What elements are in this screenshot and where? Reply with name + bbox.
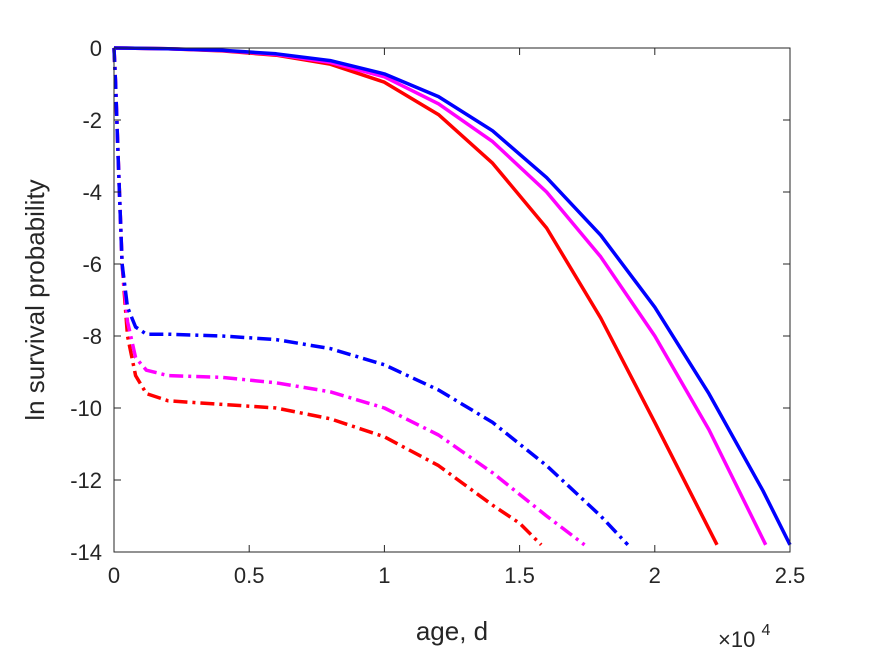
y-tick-label: -14 — [70, 540, 102, 565]
y-axis-title: ln survival probability — [20, 179, 50, 420]
y-tick-label: 0 — [90, 36, 102, 61]
x-tick-label: 1.5 — [504, 563, 535, 588]
y-tick-label: -12 — [70, 468, 102, 493]
y-tick-label: -10 — [70, 396, 102, 421]
series-layer — [112, 46, 792, 547]
x-axis-title: age, d — [416, 616, 488, 646]
series-line-6 — [112, 47, 630, 546]
x-tick-label: 0 — [108, 563, 120, 588]
tick-layer: 0 0.5 1 1.5 2 2.5 0 -2 -4 -6 -8 -10 -12 -14 — [70, 36, 805, 588]
y-tick-label: -6 — [82, 252, 102, 277]
x-exponent-power: 4 — [761, 622, 770, 639]
y-tick-label: -4 — [82, 180, 102, 205]
plot-area-box — [113, 47, 791, 553]
x-tick-label: 1 — [378, 563, 390, 588]
x-tick-label: 2 — [649, 563, 661, 588]
x-exponent-base: ×10 — [718, 627, 755, 652]
y-tick-label: -2 — [82, 108, 102, 133]
x-tick-label: 0.5 — [234, 563, 265, 588]
x-tick-label: 2.5 — [775, 563, 806, 588]
series-line-3 — [113, 46, 792, 546]
y-tick-label: -8 — [82, 324, 102, 349]
x-exponent-label: ×10 4 — [718, 622, 770, 652]
